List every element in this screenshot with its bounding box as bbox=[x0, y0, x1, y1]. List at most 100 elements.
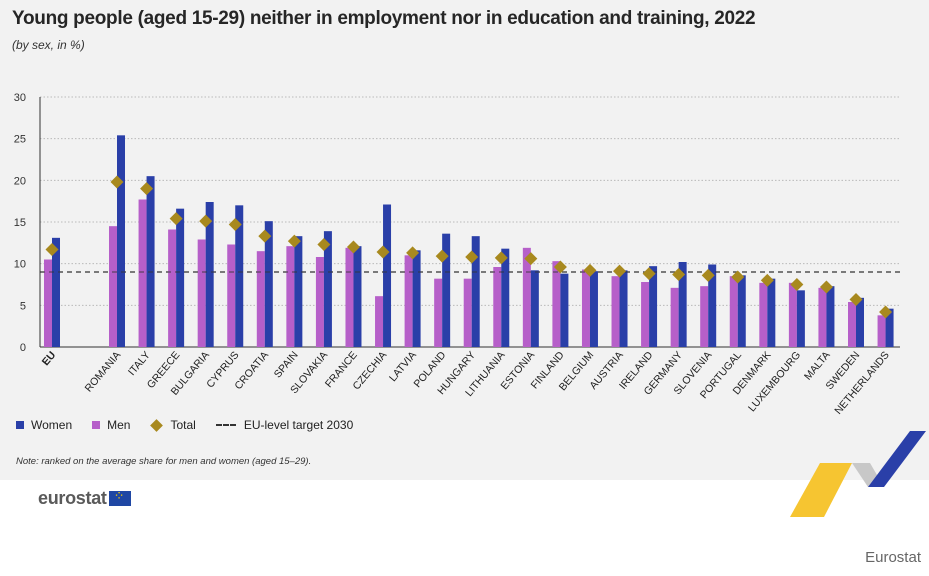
total-marker bbox=[583, 263, 597, 277]
total-marker bbox=[287, 234, 301, 248]
men-bar bbox=[641, 282, 650, 347]
men-bar bbox=[611, 276, 620, 347]
men-bar bbox=[315, 257, 324, 347]
legend-label-women: Women bbox=[31, 418, 73, 432]
men-bar bbox=[256, 251, 265, 347]
legend-item-total: Total bbox=[150, 418, 196, 432]
chart-subtitle: (by sex, in %) bbox=[12, 38, 85, 52]
yellow-ribbon-shape bbox=[790, 463, 852, 517]
men-bar bbox=[168, 229, 177, 347]
total-marker bbox=[465, 250, 479, 264]
legend-label-men: Men bbox=[107, 418, 131, 432]
total-marker bbox=[819, 280, 833, 294]
total-marker bbox=[376, 245, 390, 259]
men-bar bbox=[138, 199, 147, 347]
x-tick-label: EU bbox=[40, 349, 59, 368]
men-bar bbox=[670, 287, 679, 347]
total-marker bbox=[494, 251, 508, 265]
women-bar bbox=[323, 231, 332, 347]
total-marker bbox=[613, 264, 627, 278]
x-tick-label: NETHERLANDS bbox=[832, 349, 891, 417]
women-bar bbox=[767, 278, 776, 347]
total-marker bbox=[228, 218, 242, 231]
x-tick-label: SPAIN bbox=[272, 349, 301, 380]
women-bar bbox=[856, 297, 864, 347]
women-bar bbox=[737, 275, 746, 347]
source-label: Eurostat bbox=[865, 549, 921, 566]
decorative-ribbon-graphic bbox=[790, 431, 926, 517]
eurostat-logo: eurostat bbox=[38, 488, 131, 509]
women-bar bbox=[146, 176, 155, 347]
men-bar bbox=[848, 302, 856, 347]
women-bar bbox=[649, 266, 658, 347]
men-bar bbox=[286, 246, 295, 347]
x-tick-label: ROMANIA bbox=[83, 349, 124, 394]
women-bar bbox=[530, 270, 539, 347]
men-bar bbox=[522, 247, 531, 347]
men-bar bbox=[375, 296, 384, 347]
total-marker bbox=[553, 260, 567, 274]
y-tick-label: 15 bbox=[14, 217, 26, 229]
total-marker bbox=[346, 240, 360, 254]
chart-legend: Women Men Total EU-level target 2030 bbox=[16, 418, 373, 432]
men-bar bbox=[345, 247, 354, 347]
total-marker bbox=[110, 175, 124, 189]
target-dash-swatch bbox=[215, 424, 236, 426]
x-tick-label: LUXEMBOURG bbox=[746, 349, 803, 414]
total-marker bbox=[879, 305, 893, 319]
y-tick-label: 5 bbox=[20, 300, 26, 312]
women-bar bbox=[678, 262, 687, 347]
men-bar bbox=[493, 267, 502, 347]
y-tick-label: 0 bbox=[20, 342, 26, 354]
women-bar bbox=[176, 208, 185, 347]
men-bar bbox=[197, 239, 206, 347]
total-marker bbox=[258, 229, 272, 243]
men-bar bbox=[759, 282, 768, 347]
y-tick-label: 30 bbox=[14, 92, 26, 104]
women-bar bbox=[589, 271, 598, 347]
total-marker bbox=[406, 246, 420, 260]
x-tick-label: ITALY bbox=[126, 349, 153, 378]
women-bar bbox=[885, 308, 894, 347]
legend-item-women: Women bbox=[16, 418, 72, 432]
legend-item-target: EU-level target 2030 bbox=[215, 418, 353, 432]
legend-label-total: Total bbox=[170, 418, 196, 432]
women-bar bbox=[560, 273, 569, 347]
chart-title: Young people (aged 15-29) neither in emp… bbox=[12, 8, 756, 29]
total-marker bbox=[199, 214, 213, 228]
men-bar bbox=[227, 244, 236, 347]
total-marker bbox=[760, 273, 774, 287]
men-bar bbox=[877, 315, 886, 347]
men-bar bbox=[404, 255, 413, 347]
men-bar bbox=[434, 278, 443, 347]
women-bar bbox=[353, 246, 362, 347]
total-marker bbox=[317, 238, 331, 251]
women-bar bbox=[412, 250, 421, 347]
women-bar bbox=[235, 205, 244, 347]
women-bar bbox=[442, 233, 451, 347]
women-bar bbox=[117, 135, 125, 347]
blue-ribbon-shape bbox=[868, 431, 926, 487]
women-bar bbox=[708, 264, 717, 347]
y-tick-label: 25 bbox=[14, 134, 26, 146]
total-marker bbox=[642, 267, 656, 281]
men-bar bbox=[109, 226, 117, 347]
women-bar bbox=[796, 290, 805, 347]
legend-item-men: Men bbox=[92, 418, 130, 432]
men-bar bbox=[818, 287, 827, 347]
women-bar bbox=[619, 270, 628, 347]
men-swatch bbox=[92, 421, 101, 429]
total-marker bbox=[45, 243, 59, 256]
women-bar bbox=[52, 237, 60, 347]
men-bar bbox=[700, 286, 709, 347]
men-bar bbox=[729, 276, 738, 347]
women-bar bbox=[205, 202, 214, 347]
total-marker bbox=[169, 212, 183, 226]
y-tick-label: 10 bbox=[14, 259, 26, 271]
women-bar bbox=[471, 236, 480, 347]
men-bar bbox=[581, 269, 590, 347]
women-bar bbox=[294, 236, 303, 347]
total-marker bbox=[524, 252, 538, 266]
chart-note: Note: ranked on the average share for me… bbox=[16, 456, 312, 467]
